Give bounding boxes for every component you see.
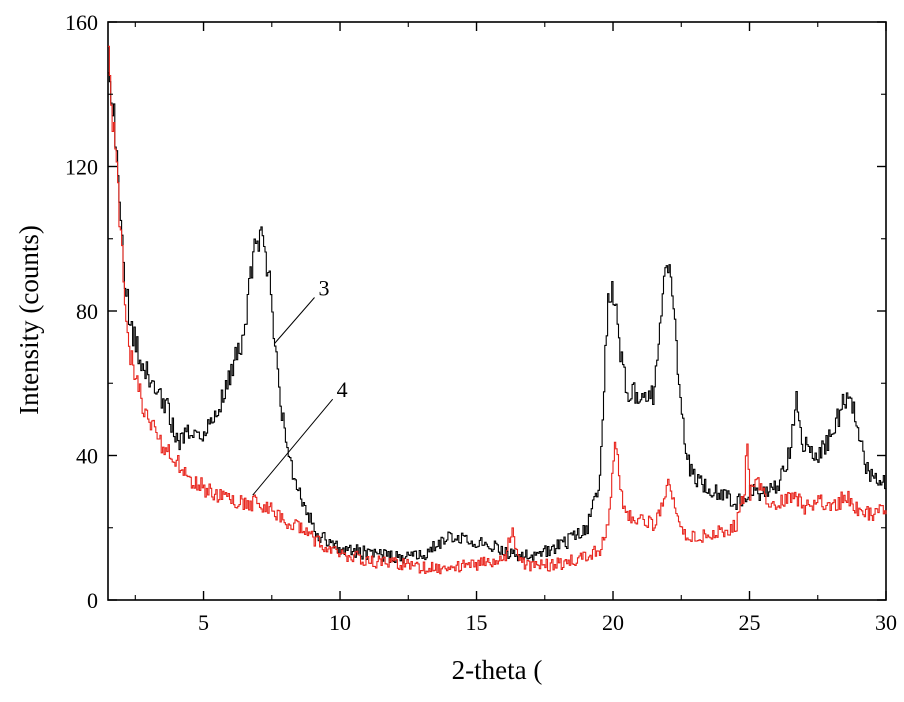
x-tick-label: 25 (739, 610, 761, 635)
annotations: 34 (252, 276, 348, 496)
y-tick-label: 40 (76, 444, 98, 469)
y-axis: 0 40 80 120 160 (65, 10, 886, 613)
annotation-label-3: 3 (319, 276, 330, 301)
y-tick-label: 80 (76, 299, 98, 324)
x-tick-label: 5 (198, 610, 209, 635)
plot-area-frame (107, 21, 887, 601)
x-axis: 5 10 15 20 25 30 (134, 22, 897, 635)
x-tick-label: 30 (875, 610, 897, 635)
series-line-3 (108, 72, 887, 564)
x-tick-label: 20 (602, 610, 624, 635)
x-axis-title: 2-theta ( (452, 655, 543, 685)
annotation-leader-4 (252, 398, 334, 496)
x-tick-label: 10 (329, 610, 351, 635)
series-line-4 (108, 45, 887, 575)
y-tick-label: 120 (65, 155, 98, 180)
annotation-leader-3 (274, 297, 315, 344)
series-layer (108, 45, 887, 575)
y-tick-label: 0 (87, 588, 98, 613)
y-tick-label: 160 (65, 10, 98, 35)
y-axis-title: Intensity (counts) (14, 225, 44, 415)
annotation-label-4: 4 (337, 377, 348, 402)
x-tick-label: 15 (466, 610, 488, 635)
